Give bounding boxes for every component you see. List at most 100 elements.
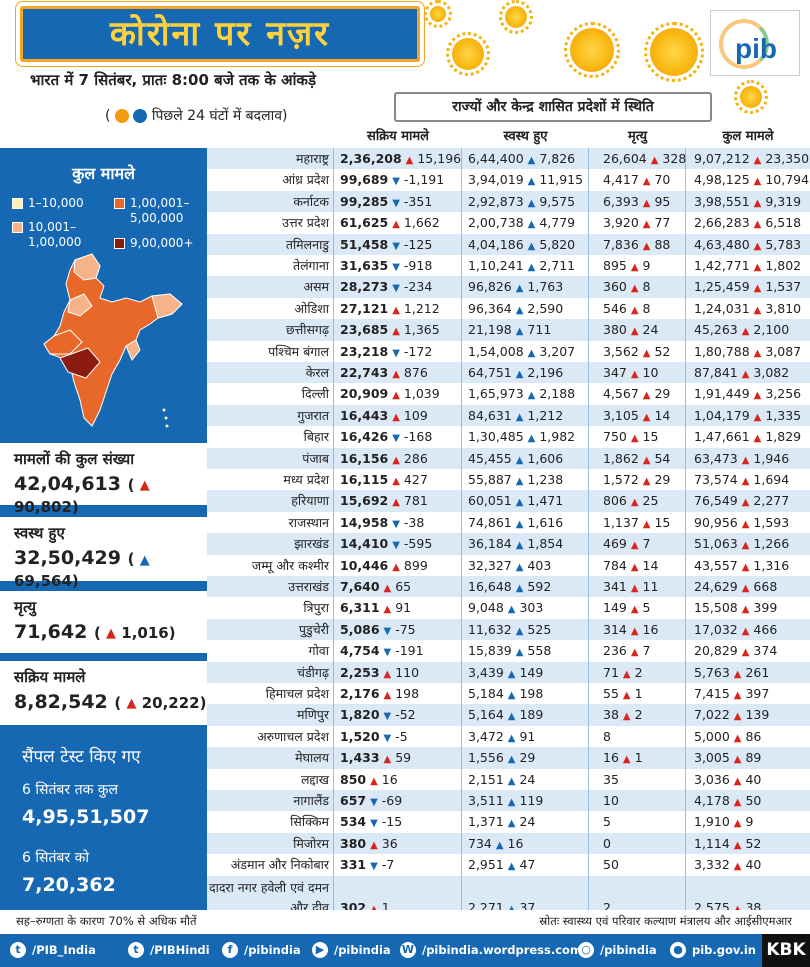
- samples-label-day: 6 सितंबर को: [22, 850, 89, 866]
- active-card: सक्रिय मामले 8,82,542 ( ▲ 20,222): [0, 661, 207, 725]
- table-row: कर्नाटक 99,285 ▼ -351 2,92,873 ▲ 9,575 6,39…: [207, 190, 810, 213]
- total-cell: 17,032 ▲ 466: [694, 621, 778, 637]
- state-name: बिहार: [207, 426, 334, 448]
- instagram-icon: ○: [578, 942, 594, 958]
- increase-icon: ▲: [733, 668, 742, 680]
- total-cases-value: 42,04,613: [14, 473, 121, 495]
- increase-icon: ▲: [630, 583, 639, 594]
- increase-icon: ▲: [515, 647, 524, 659]
- state-name: उत्तर प्रदेश: [207, 212, 334, 234]
- table-row: अंडमान और निकोबार 331 ▼ -7 2,951 ▲ 47 50 3,…: [207, 854, 810, 876]
- deaths-cell: 1,572 ▲ 29: [589, 469, 686, 491]
- total-cell: 51,063 ▲ 1,266: [694, 536, 790, 552]
- decrease-icon: ▼: [392, 240, 400, 252]
- recovered-cell: 5,184 ▲ 198: [462, 683, 589, 705]
- decrease-icon: ▼: [392, 283, 400, 295]
- increase-icon: ▲: [733, 861, 742, 873]
- increase-icon: ▲: [507, 604, 516, 616]
- virus-illustration: [644, 22, 704, 82]
- increase-icon: ▲: [630, 262, 639, 273]
- increase-icon: ▲: [741, 326, 750, 338]
- increase-icon: ▲: [392, 390, 400, 402]
- footer-link[interactable]: t/PIBHindi: [128, 942, 210, 958]
- increase-icon: ▲: [139, 478, 150, 493]
- col-recovered: स्वस्थ हुए: [503, 129, 548, 144]
- increase-icon: ▲: [622, 668, 631, 680]
- recovered-cell: 5,164 ▲ 189: [462, 704, 589, 726]
- recovered-cell: 734 ▲ 16: [462, 832, 589, 855]
- table-row: उत्तर प्रदेश 61,625 ▲ 1,662 2,00,738 ▲ 4,7…: [207, 212, 810, 234]
- deaths-cell: 469 ▲ 7: [589, 533, 686, 555]
- legend-label: 1–10,000: [28, 196, 84, 210]
- virus-illustration: [499, 0, 533, 34]
- active-cell: 16,115 ▲ 427: [334, 469, 462, 491]
- header: कोरोना पर नज़र pib भारत में 7 सितंबर, प्…: [0, 0, 810, 150]
- logo-wheel-icon: [719, 19, 769, 69]
- table-row: त्रिपुरा 6,311 ▲ 91 9,048 ▲ 303 149 ▲ 5 15,5…: [207, 597, 810, 619]
- deaths-cell: 1,862 ▲ 54: [589, 447, 686, 469]
- logo-text: pib: [735, 33, 777, 64]
- legend-label: 10,001– 1,00,000: [28, 220, 82, 249]
- table-row: अरुणाचल प्रदेश 1,520 ▼ -5 3,472 ▲ 91 8 5,00…: [207, 725, 810, 748]
- status-title: राज्यों और केन्द्र शासित प्रदेशों में स्…: [394, 92, 712, 122]
- state-name: मिजोरम: [207, 832, 334, 855]
- deaths-cell: 380 ▲ 24: [589, 319, 686, 341]
- footer-link[interactable]: f/pibindia: [222, 942, 301, 958]
- samples-value-total: 4,95,51,507: [22, 806, 150, 828]
- table-row: बिहार 16,426 ▼ -168 1,30,485 ▲ 1,982 750 ▲ …: [207, 426, 810, 448]
- table-row: राजस्थान 14,958 ▼ -38 74,861 ▲ 1,616 1,137 …: [207, 511, 810, 534]
- increase-icon: ▲: [642, 476, 651, 487]
- table-row: तमिलनाडु 51,458 ▼ -125 4,04,186 ▲ 5,820 7,8…: [207, 233, 810, 255]
- deaths-card: मृत्यु 71,642 ( ▲ 1,016): [0, 591, 207, 653]
- footer-link[interactable]: ○/pibindia: [578, 942, 657, 958]
- total-cell: 76,549 ▲ 2,277: [694, 493, 790, 509]
- deaths-label: मृत्यु: [14, 598, 37, 616]
- increase-icon: [114, 109, 129, 123]
- increase-icon: ▲: [515, 476, 524, 487]
- increase-icon: ▲: [515, 625, 524, 637]
- state-name: तमिलनाडु: [207, 233, 334, 255]
- increase-icon: ▲: [392, 219, 400, 231]
- table-row: मध्य प्रदेश 16,115 ▲ 427 55,887 ▲ 1,238 1,5…: [207, 469, 810, 491]
- increase-icon: ▲: [734, 904, 742, 915]
- total-cell: 4,63,480 ▲ 5,783: [694, 236, 802, 252]
- legend-swatch: [12, 222, 23, 233]
- footer-link[interactable]: W/pibindia.wordpress.com: [400, 942, 582, 958]
- active-change: 20,222: [141, 694, 200, 712]
- state-name: गुजरात: [207, 404, 334, 427]
- total-cell: 3,036 ▲ 40: [694, 771, 762, 787]
- total-cell: 1,47,661 ▲ 1,829: [694, 429, 802, 445]
- table-row: असम 28,273 ▼ -234 96,826 ▲ 1,763 360 ▲ 8 1,2…: [207, 276, 810, 298]
- state-name: सिक्किम: [207, 811, 334, 833]
- social-footer: t/PIB_India t/PIBHindi f/pibindia ▶/pibi…: [0, 934, 810, 967]
- increase-icon: ▲: [630, 369, 639, 380]
- increase-icon: ▲: [622, 690, 631, 701]
- total-cell: 1,25,459 ▲ 1,537: [694, 279, 802, 295]
- state-name: चंडीगढ़: [207, 661, 334, 683]
- state-name: पश्चिम बंगाल: [207, 340, 334, 362]
- deaths-cell: 1,137 ▲ 15: [589, 511, 686, 534]
- state-name: कर्नाटक: [207, 190, 334, 213]
- total-cell: 1,04,179 ▲ 1,335: [694, 407, 802, 423]
- increase-icon: ▲: [642, 347, 651, 359]
- footer-link[interactable]: ● pib.gov.in: [670, 942, 756, 958]
- increase-icon: ▲: [515, 497, 524, 509]
- virus-illustration: [424, 0, 452, 28]
- table-row: मेघालय 1,433 ▲ 59 1,556 ▲ 29 16 ▲ 1 3,005 ▲ …: [207, 747, 810, 769]
- footer-link[interactable]: ▶/pibindia: [312, 942, 391, 958]
- active-cell: 657 ▼ -69: [334, 790, 462, 812]
- total-cell: 1,114 ▲ 52: [694, 835, 762, 851]
- state-name: जम्मू और कश्मीर: [207, 554, 334, 576]
- increase-icon: ▲: [741, 497, 750, 509]
- footnote-bar: सह–रुग्णता के कारण 70% से अधिक मौतें स्र…: [0, 910, 810, 934]
- recovered-cell: 15,839 ▲ 558: [462, 640, 589, 662]
- table-row: तेलंगाना 31,635 ▼ -918 1,10,241 ▲ 2,711 895…: [207, 255, 810, 277]
- virus-illustration: [734, 80, 768, 114]
- active-cell: 331 ▼ -7: [334, 854, 462, 876]
- total-cell: 1,80,788 ▲ 3,087: [694, 343, 802, 359]
- increase-icon: ▲: [733, 732, 742, 744]
- footer-link[interactable]: t/PIB_India: [10, 942, 96, 958]
- increase-icon: ▲: [733, 839, 742, 851]
- state-name: नागालैंड: [207, 790, 334, 812]
- increase-icon: ▲: [753, 433, 762, 445]
